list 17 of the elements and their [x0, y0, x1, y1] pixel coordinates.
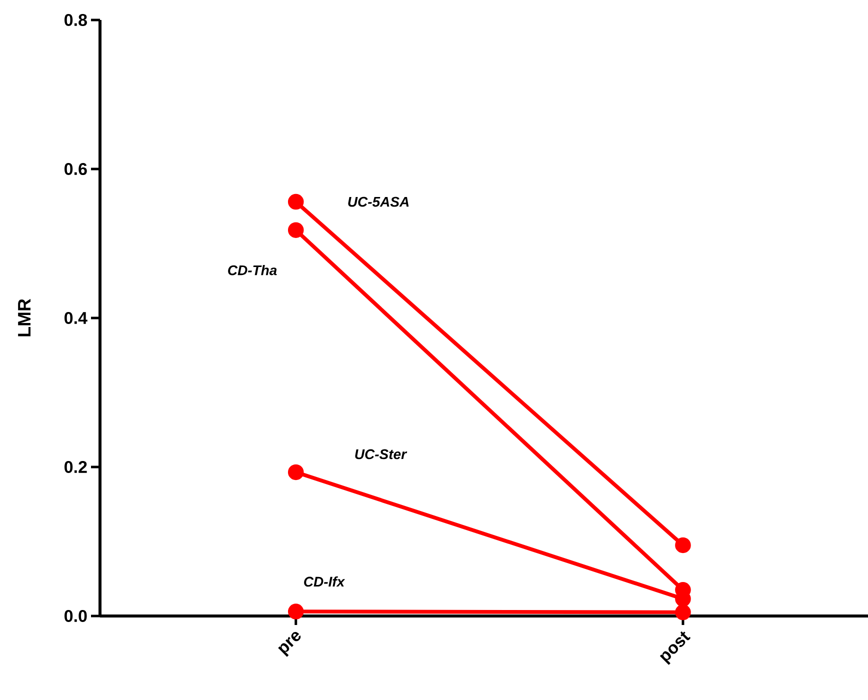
point	[288, 194, 304, 210]
point	[675, 537, 691, 554]
point	[675, 604, 691, 620]
y-axis-title: LMR	[18, 298, 30, 336]
point	[288, 604, 304, 620]
y-tick-label: 0.6	[64, 162, 87, 176]
text: UC-5ASA	[348, 196, 409, 207]
point	[288, 464, 304, 480]
y-tick-label: 0.4	[64, 312, 88, 324]
text: UC-Ster	[355, 449, 408, 460]
x-tick-label: pre	[278, 632, 301, 657]
series-label: CD-Ifx	[304, 576, 346, 587]
point	[288, 222, 304, 238]
text: CD-Tha	[228, 264, 277, 276]
y-tick-label: 0.2	[64, 460, 87, 474]
y-tick-label: 0.8	[64, 14, 87, 26]
y-tick-label: 0.0	[64, 610, 87, 622]
